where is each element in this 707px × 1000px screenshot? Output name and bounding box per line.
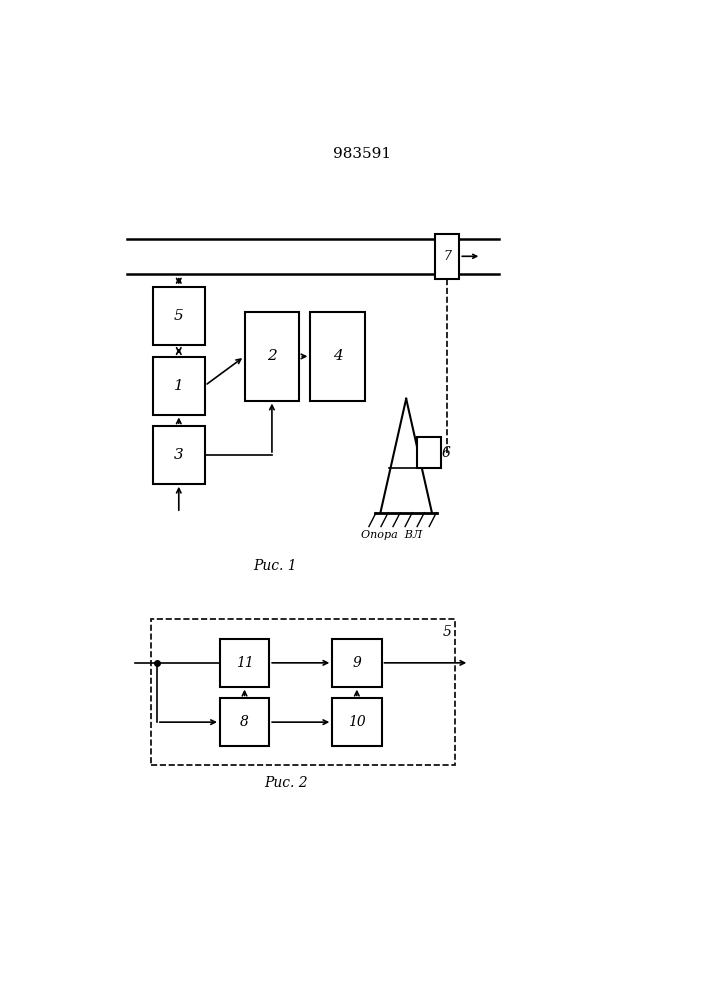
Bar: [436, 234, 460, 279]
Bar: [220, 639, 269, 687]
Bar: [151, 619, 455, 765]
Bar: [245, 312, 299, 401]
Text: Рис. 2: Рис. 2: [264, 776, 308, 790]
Text: 7: 7: [443, 250, 451, 263]
Bar: [220, 698, 269, 746]
Text: 11: 11: [235, 656, 253, 670]
Text: 4: 4: [333, 349, 343, 363]
Bar: [153, 357, 205, 415]
Bar: [153, 426, 205, 484]
Text: 5: 5: [442, 625, 451, 639]
Text: 9: 9: [352, 656, 361, 670]
Text: 1: 1: [174, 379, 184, 393]
Text: Рис. 1: Рис. 1: [253, 559, 296, 573]
Bar: [332, 698, 382, 746]
Bar: [310, 312, 365, 401]
Text: 8: 8: [240, 715, 249, 729]
Text: 5: 5: [174, 309, 184, 323]
Text: 10: 10: [348, 715, 366, 729]
Bar: [332, 639, 382, 687]
Text: 6: 6: [441, 446, 450, 460]
Text: 983591: 983591: [333, 147, 392, 161]
Bar: [153, 287, 205, 345]
Bar: [417, 437, 441, 468]
Text: Опора  ВЛ: Опора ВЛ: [361, 530, 422, 540]
Text: 2: 2: [267, 349, 277, 363]
Text: 3: 3: [174, 448, 184, 462]
